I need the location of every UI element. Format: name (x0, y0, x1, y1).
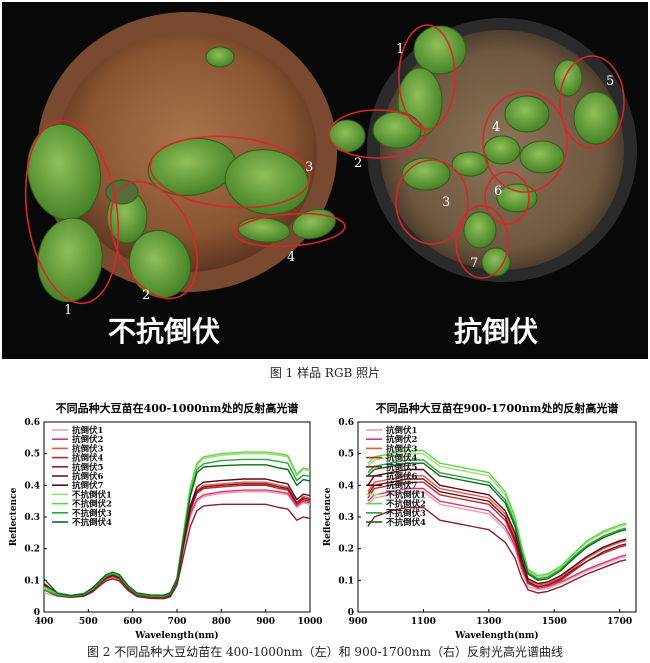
chart2-xtick-label: 1700 (607, 617, 632, 627)
chart1-legend-label: 抗倒伏2 (72, 434, 104, 445)
left-number-4: 4 (287, 250, 296, 265)
chart2-ytick-label: 0.1 (338, 576, 354, 586)
chart2-legend-label: 抗倒伏7 (386, 480, 418, 491)
chart2-ytick-label: 0.6 (338, 418, 354, 428)
chart1-ylabel: Reflectence (9, 487, 19, 546)
chart1-legend-label: 抗倒伏6 (72, 471, 104, 482)
chart1-title: 不同品种大豆苗在400-1000nm处的反射高光谱 (56, 401, 299, 415)
chart2-series-line-6 (367, 478, 627, 588)
chart1-legend-label: 抗倒伏1 (72, 425, 104, 436)
chart2-legend-label: 抗倒伏5 (386, 462, 418, 473)
highlight-outlines (24, 24, 625, 305)
right-number-7: 7 (470, 256, 479, 271)
chart-right-svg: 不同品种大豆苗在900-1700nm处的反射高光谱 900 1100 1300 1500… (323, 401, 637, 641)
chart1-xtick-label: 700 (168, 617, 187, 627)
chart2-xtick-label: 1500 (542, 617, 567, 627)
chart-right: 不同品种大豆苗在900-1700nm处的反射高光谱 900 1100 1300 1500… (323, 398, 642, 641)
chart-left: 不同品种大豆苗在400-1000nm处的反射高光谱 400 500 600 700 800… (8, 398, 323, 641)
chart1-ytick-label: 0.5 (24, 450, 40, 460)
figure1-caption: 图 1 样品 RGB 照片 (269, 366, 381, 380)
left-pot-label: 不抗倒伏 (108, 315, 221, 348)
chart2-legend-label: 抗倒伏6 (386, 471, 418, 482)
chart2-legend-label: 抗倒伏3 (386, 443, 418, 454)
right-number-6: 6 (494, 184, 503, 199)
chart2-series-line-2 (367, 487, 627, 590)
chart1-series-line-10 (43, 458, 311, 598)
chart1-legend-label: 不抗倒伏4 (72, 517, 112, 528)
chart1-xlabel: Wavelength(nm) (134, 630, 218, 641)
chart1-xtick-label: 800 (212, 617, 231, 627)
chart1-legend-label: 不抗倒伏1 (72, 489, 112, 500)
chart2-legend-label: 不抗倒伏3 (386, 508, 426, 519)
chart1-legend-label: 抗倒伏3 (72, 443, 104, 454)
chart1-xtick-label: 900 (256, 617, 275, 627)
chart2-ytick-label: 0.2 (338, 545, 354, 555)
chart2-xlabel: Wavelength(nm) (454, 630, 538, 641)
right-number-2: 2 (354, 156, 363, 171)
chart2-series-line-7 (367, 468, 627, 585)
right-number-1: 1 (396, 42, 405, 57)
chart1-ytick-label: 0.3 (24, 513, 40, 523)
chart2-ytick-label: 0.4 (338, 481, 354, 491)
chart2-legend-label: 不抗倒伏1 (386, 489, 426, 500)
right-pot-label: 抗倒伏 (454, 315, 539, 348)
left-seedlings (27, 46, 337, 303)
chart1-legend-label: 抗倒伏5 (72, 462, 104, 473)
chart1-xtick-label: 400 (35, 617, 54, 627)
chart2-xtick-label: 1100 (411, 617, 436, 627)
chart2-legend-label: 抗倒伏1 (386, 425, 418, 436)
chart1-series-line-5 (43, 503, 311, 600)
figure2-caption: 图 2 不同品种大豆幼苗在 400-1000nm（左）和 900-1700nm（… (86, 645, 564, 659)
chart2-ylabel: Reflectence (323, 487, 333, 546)
chart2-legend-label: 抗倒伏4 (386, 453, 418, 464)
chart1-xtick-label: 600 (123, 617, 142, 627)
chart2-series-line-8 (367, 453, 627, 578)
chart1-ytick-label: 0.1 (24, 576, 40, 586)
chart1-legend-label: 抗倒伏4 (72, 453, 104, 464)
chart2-ytick-label: 0.5 (338, 450, 354, 460)
chart1-legend-label: 不抗倒伏3 (72, 508, 112, 519)
chart2-series-line-1 (367, 490, 627, 591)
left-number-1: 1 (64, 303, 73, 318)
chart2-series-line-10 (367, 459, 627, 580)
chart1-series-line-11 (43, 464, 311, 597)
chart2-series-line-3 (367, 475, 627, 586)
photo-illustration (24, 12, 637, 305)
chart2-series-line-9 (367, 449, 627, 577)
right-number-5: 5 (606, 74, 615, 89)
right-number-4: 4 (492, 120, 501, 135)
chart2-xtick-label: 1300 (476, 617, 501, 627)
chart1-ytick-label: 0 (34, 608, 40, 618)
chart-left-svg: 不同品种大豆苗在400-1000nm处的反射高光谱 400 500 600 700 800… (9, 401, 323, 641)
chart1-xtick-label: 1000 (297, 617, 322, 627)
chart1-ytick-label: 0.4 (24, 481, 40, 491)
chart1-xtick-label: 500 (79, 617, 98, 627)
chart2-xtick-label: 900 (349, 617, 368, 627)
chart1-ytick-label: 0.2 (24, 545, 40, 555)
chart2-title: 不同品种大豆苗在900-1700nm处的反射高光谱 (376, 401, 619, 415)
left-number-2: 2 (142, 288, 151, 303)
chart1-legend-label: 抗倒伏7 (72, 480, 104, 491)
sample-rgb-photo (2, 2, 648, 359)
chart2-legend-label: 抗倒伏2 (386, 434, 418, 445)
chart2-ytick-label: 0 (348, 608, 354, 618)
chart2-series-line-11 (367, 462, 627, 582)
chart1-ytick-label: 0.6 (24, 418, 40, 428)
chart2-ytick-label: 0.3 (338, 513, 354, 523)
chart2-series-line-5 (367, 506, 627, 594)
chart2-legend-label: 不抗倒伏4 (386, 517, 426, 528)
right-number-3: 3 (442, 195, 451, 210)
right-seedlings (328, 25, 619, 277)
chart2-legend-label: 不抗倒伏2 (386, 499, 426, 510)
left-number-3: 3 (305, 160, 314, 175)
chart1-legend-label: 不抗倒伏2 (72, 499, 112, 510)
